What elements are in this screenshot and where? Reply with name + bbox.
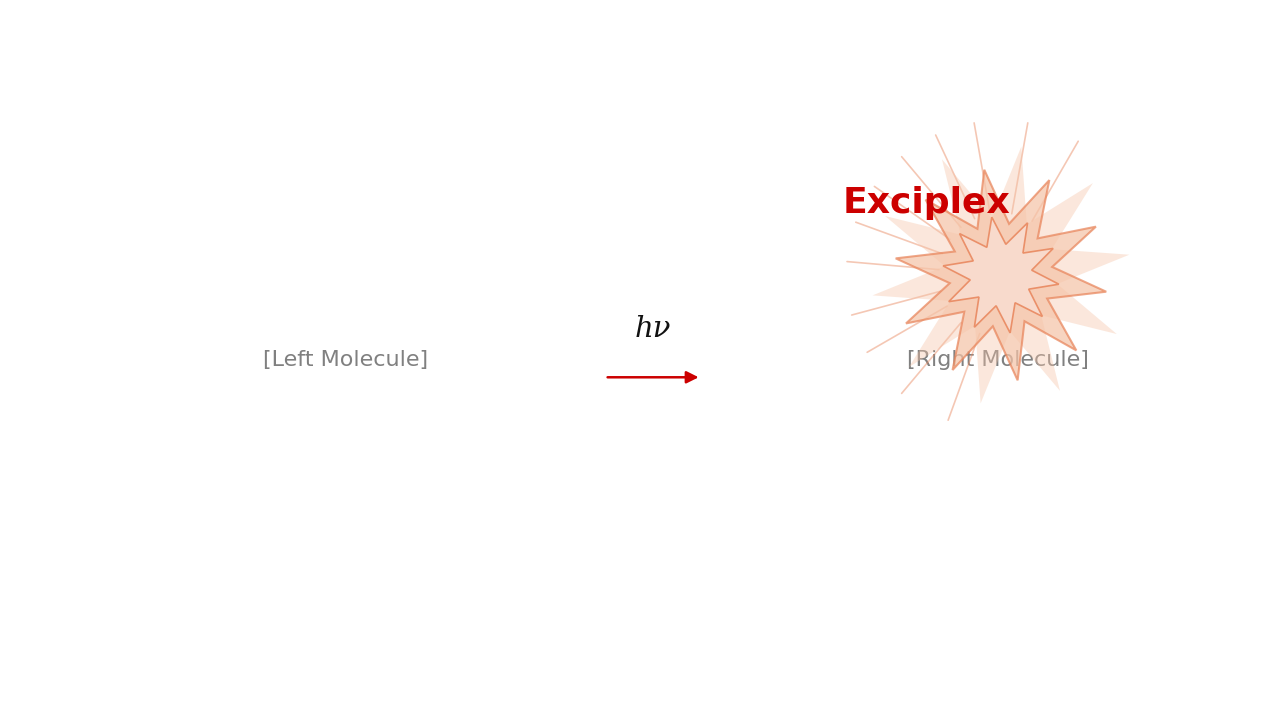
Text: [Right Molecule]: [Right Molecule]	[908, 350, 1089, 370]
Polygon shape	[896, 170, 1106, 380]
Text: [Left Molecule]: [Left Molecule]	[262, 350, 429, 370]
Polygon shape	[873, 147, 1129, 403]
Text: Exciplex: Exciplex	[842, 186, 1010, 220]
Polygon shape	[943, 217, 1059, 333]
Text: hν: hν	[635, 315, 672, 343]
